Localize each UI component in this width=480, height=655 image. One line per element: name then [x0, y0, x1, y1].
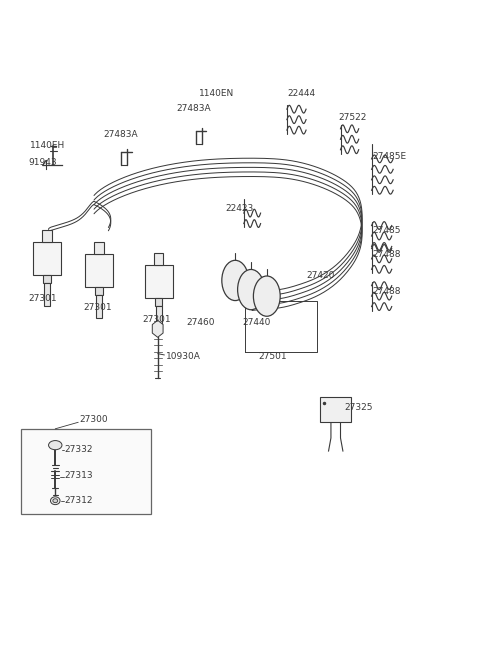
Ellipse shape [53, 498, 58, 502]
Ellipse shape [48, 441, 62, 450]
Bar [154, 253, 163, 265]
Text: 27301: 27301 [28, 293, 57, 303]
Text: 27440: 27440 [242, 318, 271, 327]
Ellipse shape [253, 276, 280, 316]
Text: 91943: 91943 [28, 159, 57, 167]
Ellipse shape [50, 496, 60, 504]
Text: 27301: 27301 [143, 315, 171, 324]
Text: 27332: 27332 [65, 445, 93, 454]
Bar [145, 265, 172, 298]
Bar [94, 242, 104, 254]
Text: 27483A: 27483A [104, 130, 138, 139]
Text: 27488: 27488 [372, 287, 401, 296]
Text: 27501: 27501 [258, 352, 287, 362]
Bar [155, 297, 162, 306]
Text: 27485: 27485 [372, 226, 401, 235]
Text: 10930A: 10930A [166, 352, 201, 362]
Bar [44, 284, 50, 306]
Text: 27488: 27488 [372, 250, 401, 259]
Ellipse shape [222, 260, 249, 301]
Text: 27485E: 27485E [372, 152, 406, 160]
Bar [320, 397, 351, 422]
Ellipse shape [238, 269, 264, 310]
Bar [156, 306, 161, 329]
Text: 27420: 27420 [306, 271, 335, 280]
Text: 27312: 27312 [65, 496, 93, 505]
Text: 1140EH: 1140EH [30, 141, 66, 150]
Text: 22444: 22444 [287, 89, 315, 98]
Text: 1140EN: 1140EN [199, 89, 235, 98]
Text: 27522: 27522 [338, 113, 367, 122]
Bar [42, 231, 52, 242]
Bar [96, 295, 102, 318]
Bar [85, 254, 113, 288]
Bar [95, 287, 103, 295]
Text: 27460: 27460 [186, 318, 215, 327]
Text: 27313: 27313 [65, 472, 94, 480]
Text: 27300: 27300 [80, 415, 108, 424]
Bar [43, 275, 51, 284]
Text: 27483A: 27483A [177, 104, 212, 113]
Text: 27325: 27325 [344, 403, 373, 412]
Text: 22423: 22423 [226, 204, 254, 213]
Bar [21, 429, 151, 514]
Bar [33, 242, 61, 276]
Text: 27301: 27301 [83, 303, 112, 312]
